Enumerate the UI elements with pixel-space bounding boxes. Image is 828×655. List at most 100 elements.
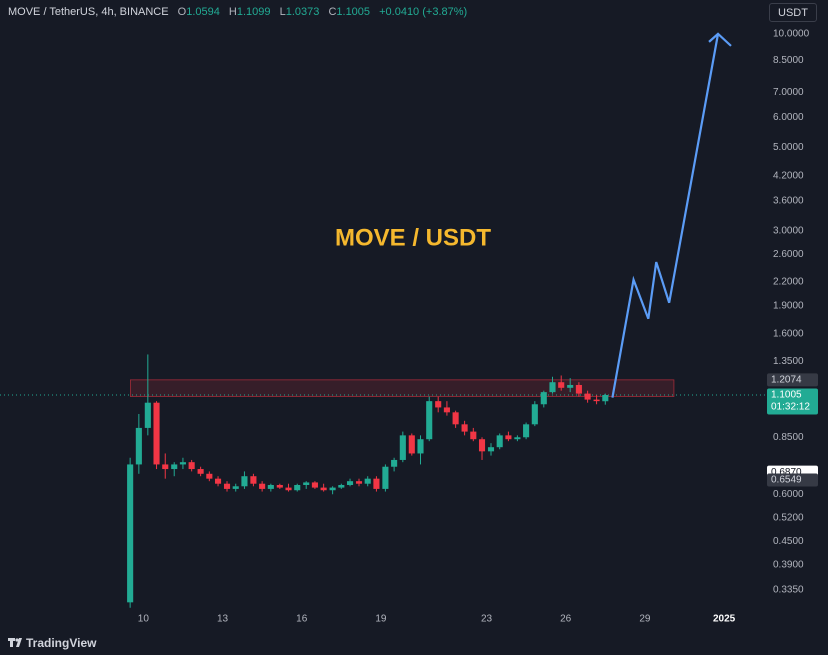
candle-body: [250, 476, 257, 484]
y-tick-label: 7.0000: [773, 87, 804, 98]
candle-body: [241, 476, 248, 487]
x-tick-label: 26: [560, 614, 572, 625]
candle-body: [373, 478, 380, 489]
candle-body: [461, 424, 468, 432]
y-tick-label: 6.0000: [773, 112, 804, 123]
candle-body: [276, 484, 283, 488]
candle-body: [267, 484, 274, 489]
y-tick-label: 0.3900: [773, 559, 804, 570]
change: +0.0410 (+3.87%): [379, 6, 468, 18]
candle-body: [470, 431, 477, 440]
price-label-box: [767, 373, 818, 387]
tradingview-logo: [8, 638, 22, 647]
candle-body: [514, 437, 521, 440]
ohlc-value: 1.0373: [285, 6, 320, 18]
candle-body: [478, 439, 486, 452]
candle-body: [303, 482, 310, 485]
candle-body: [127, 464, 134, 603]
symbol: MOVE / TetherUS, 4h, BINANCE: [8, 6, 169, 18]
candle-body: [575, 384, 582, 394]
candle-body: [602, 395, 609, 402]
candle-body: [567, 384, 574, 388]
candle-body: [584, 393, 591, 400]
candle-body: [523, 424, 530, 438]
y-tick-label: 2.2000: [773, 276, 804, 287]
candle-body: [259, 483, 266, 489]
ohlc-key: C: [328, 6, 337, 18]
candle-body: [531, 404, 538, 425]
candle-body: [540, 392, 547, 405]
chart-title: MOVE / USDT: [335, 224, 491, 251]
candle-body: [285, 487, 292, 491]
candle-body: [355, 481, 363, 484]
y-tick-label: 0.4500: [773, 536, 804, 547]
y-tick-label: 0.5200: [773, 512, 804, 523]
y-tick-label: 1.3500: [773, 356, 804, 367]
y-tick-label: 8.5000: [773, 55, 804, 66]
resistance-zone: [130, 379, 675, 397]
candle-body: [346, 481, 354, 485]
candle-body: [487, 447, 495, 452]
price-label-box: [767, 473, 818, 487]
x-tick-label: 13: [217, 614, 229, 625]
candle-body: [223, 483, 231, 489]
x-tick-label: 29: [639, 614, 651, 625]
price-label: 1.2074: [771, 374, 802, 385]
candle-body: [408, 435, 415, 454]
y-tick-label: 1.9000: [773, 300, 804, 311]
y-tick-label: 0.3350: [773, 584, 804, 595]
candle-body: [593, 399, 600, 402]
candle-body: [364, 478, 371, 484]
candle-body: [179, 462, 186, 465]
currency-button[interactable]: USDT: [769, 3, 817, 22]
candle-body: [153, 402, 160, 465]
candle-body: [197, 469, 204, 474]
candle-body: [188, 462, 195, 470]
price-label: 0.6549: [771, 475, 802, 486]
candle-body: [505, 435, 512, 440]
ohlc-value: 1.1005: [336, 6, 371, 18]
y-tick-label: 0.8500: [773, 432, 804, 443]
countdown: 01:32:12: [771, 402, 810, 413]
candle-body: [311, 482, 318, 488]
candle-body: [417, 439, 424, 454]
candle-body: [435, 401, 442, 408]
brand: TradingView: [26, 636, 97, 650]
x-tick-label: 2025: [713, 614, 736, 625]
y-tick-label: 10.0000: [773, 29, 810, 40]
candle-body: [171, 464, 178, 470]
y-tick-label: 5.0000: [773, 142, 804, 153]
symbol-header: MOVE / TetherUS, 4h, BINANCE O1.0594 H1.…: [8, 6, 467, 18]
y-tick-label: 1.6000: [773, 328, 804, 339]
candle-body: [338, 484, 345, 488]
arrow-head: [708, 32, 732, 47]
candle-body: [399, 435, 406, 460]
candle-body: [426, 401, 433, 440]
candle-body: [452, 412, 459, 425]
ohlc-key: O: [177, 6, 187, 18]
price-label-box: [767, 388, 818, 415]
candle-body: [214, 478, 222, 484]
candle-body: [294, 484, 301, 491]
candle-body: [391, 459, 398, 467]
x-tick-label: 23: [481, 614, 493, 625]
y-tick-label: 0.6000: [773, 489, 804, 500]
ohlc-key: H: [228, 6, 237, 18]
candle-body: [382, 466, 389, 489]
y-tick-label: 4.2000: [773, 170, 804, 181]
price-label: 0.6870: [771, 467, 802, 478]
ohlc-value: 1.1099: [236, 6, 271, 18]
candle-body: [135, 427, 142, 465]
candle-body: [558, 382, 565, 388]
candle-body: [549, 382, 556, 393]
projection-path: [611, 33, 720, 398]
ohlc-value: 1.0594: [186, 6, 220, 18]
y-tick-label: 2.6000: [773, 249, 804, 260]
candle-body: [206, 473, 213, 479]
x-tick-label: 16: [296, 614, 308, 625]
candle-body: [320, 487, 327, 491]
ohlc-key: L: [279, 6, 286, 18]
x-tick-label: 10: [138, 614, 150, 625]
